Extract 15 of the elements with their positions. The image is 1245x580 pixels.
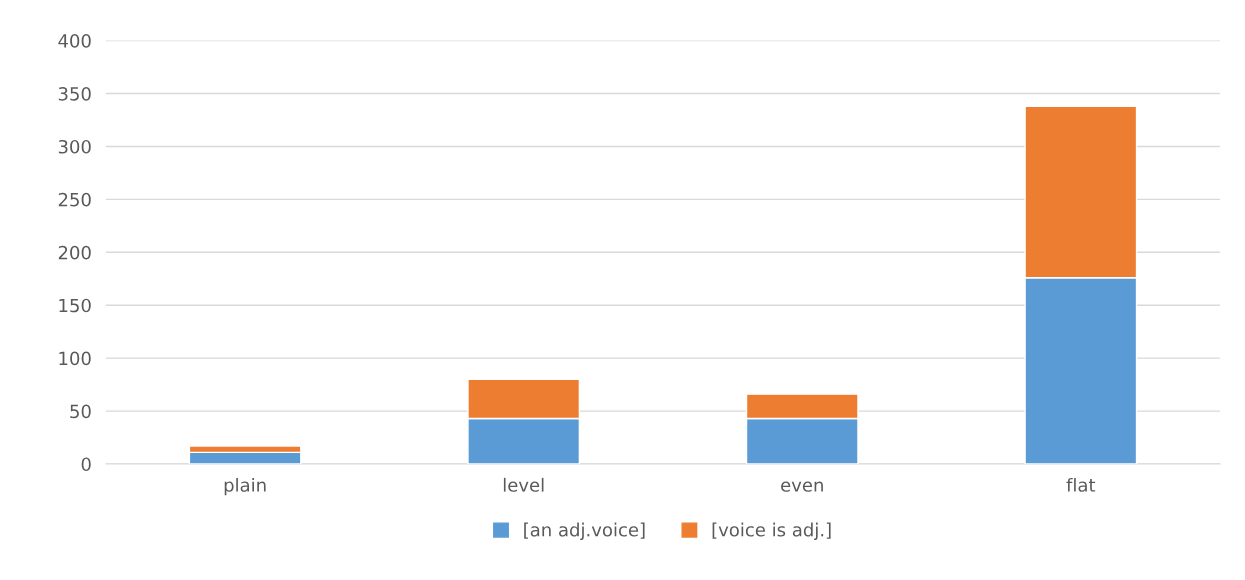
y-tick-label: 250 (58, 192, 91, 207)
x-tick-label: even (781, 481, 823, 492)
y-tick-label: 200 (58, 245, 91, 260)
legend-label: [an adj.voice] (524, 522, 645, 541)
x-tick-label: level (503, 477, 544, 492)
y-tick-label: 350 (58, 86, 91, 101)
y-tick-label: 100 (59, 351, 91, 366)
y-tick-label: 300 (58, 139, 91, 154)
y-tick-label: 50 (70, 404, 91, 419)
x-tick-label: flat (1066, 477, 1096, 492)
legend-label: [voice is adj.] (712, 522, 831, 541)
x-tick-label: plain (224, 477, 266, 496)
y-tick-label: 400 (58, 34, 91, 48)
y-tick-label: 0 (81, 457, 91, 472)
y-tick-label: 150 (59, 298, 91, 313)
